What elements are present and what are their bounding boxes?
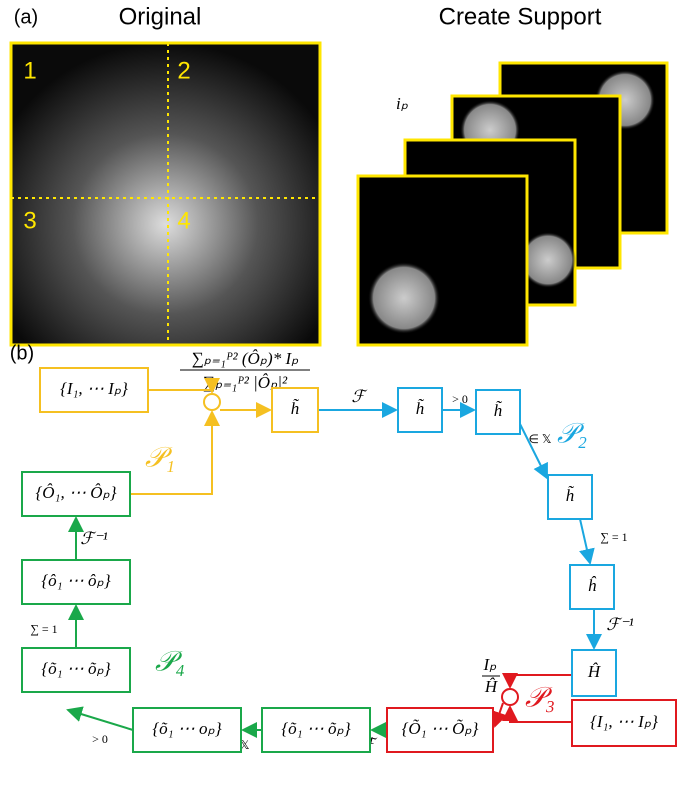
- node-label: h̃: [566, 486, 575, 505]
- node-label: {ô₁ ⋯ ôₚ}: [41, 571, 110, 590]
- figure: (a) Original 1 2 3 4 Create Support iₚ (…: [0, 0, 688, 785]
- formula-numerator: ∑ₚ₌₁ᴾ² (Ôₚ)* Iₚ: [192, 349, 300, 368]
- stage-label: 𝒫₄: [155, 646, 185, 677]
- node-label: h̃: [291, 399, 300, 418]
- edge-label: ℱ: [351, 387, 368, 406]
- stack-label: iₚ: [396, 94, 409, 113]
- edge-label: > 0: [452, 392, 468, 406]
- node-label: {Õ₁ ⋯ Õₚ}: [402, 719, 479, 738]
- node-label: {I₁, ⋯ Iₚ}: [590, 712, 658, 731]
- edge-label: > 0: [92, 732, 108, 746]
- quadrant-label: 1: [23, 57, 36, 84]
- node-label: h̃: [494, 401, 503, 420]
- node-label: h̃: [416, 399, 425, 418]
- edge-label: ℱ⁻¹: [80, 529, 107, 548]
- panel-label: (b): [10, 342, 34, 364]
- title: Create Support: [439, 3, 602, 30]
- title: Original: [119, 3, 202, 30]
- panel-label: (a): [14, 6, 38, 28]
- edge-label: ℱ⁻¹: [606, 615, 633, 634]
- quadrant-label: 3: [23, 207, 36, 234]
- node-label: ĥ: [588, 576, 597, 595]
- quadrant-label: 2: [177, 57, 190, 84]
- edge-label: ∑ = 1: [30, 622, 57, 636]
- edge-label: Iₚ: [483, 655, 498, 674]
- node-label: Ĥ: [587, 662, 602, 681]
- original-image: [11, 43, 320, 345]
- node-label: {I₁, ⋯ Iₚ}: [60, 379, 128, 398]
- edge-label: Ĥ: [484, 677, 499, 696]
- node-label: {õ₁ ⋯ oₚ}: [152, 719, 221, 738]
- edge-label: ∑ = 1: [600, 530, 627, 544]
- quadrant-label: 4: [177, 207, 190, 234]
- edge-label: ∈ 𝕏: [528, 432, 551, 446]
- stage-label: 𝒫₁: [145, 442, 175, 473]
- stage-label: 𝒫₃: [525, 682, 555, 713]
- node-label: {õ₁ ⋯ õₚ}: [41, 659, 110, 678]
- edges: [68, 390, 594, 730]
- node-label: {õ₁ ⋯ õₚ}: [281, 719, 350, 738]
- node-label: {Ô₁, ⋯ Ôₚ}: [35, 483, 116, 502]
- stage-label: 𝒫₂: [557, 418, 587, 449]
